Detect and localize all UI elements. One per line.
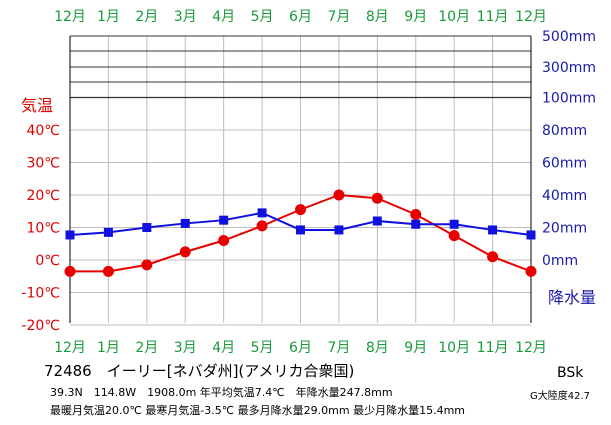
temperature-point	[333, 189, 345, 201]
bottom-month-label: 12月	[515, 340, 547, 356]
top-month-label: 12月	[54, 9, 86, 25]
temperature-point	[141, 259, 153, 271]
precipitation-point	[103, 227, 113, 237]
bottom-month-label: 9月	[404, 340, 427, 356]
station-info-line-1: 39.3N 114.8W 1908.0m 年平均気温7.4℃ 年降水量247.8…	[50, 385, 393, 399]
top-month-label: 10月	[438, 9, 470, 25]
precipitation-tick-label: 80mm	[542, 123, 587, 139]
precipitation-tick-labels: 500mm 300mm 100mm 80mm 60mm 40mm 20mm 0mm	[542, 29, 596, 269]
bottom-month-label: 1月	[97, 340, 120, 356]
precipitation-point	[526, 230, 536, 240]
temperature-point	[64, 265, 76, 277]
precipitation-tick-label: 60mm	[542, 156, 587, 172]
bottom-month-label: 7月	[327, 340, 350, 356]
precipitation-tick-label: 500mm	[542, 29, 596, 45]
grid-lines	[69, 35, 532, 326]
bottom-month-label: 6月	[289, 340, 312, 356]
koppen-class: BSk	[557, 365, 584, 381]
temperature-tick-label: 20℃	[26, 188, 60, 204]
precipitation-point	[411, 219, 421, 229]
bottom-month-label: 5月	[251, 340, 274, 356]
station-info-line-2: 最暖月気温20.0℃ 最寒月気温-3.5℃ 最多月降水量29.0mm 最少月降水…	[50, 403, 465, 417]
precipitation-tick-label: 20mm	[542, 221, 587, 237]
temperature-tick-label: 40℃	[26, 123, 60, 139]
precipitation-tick-label: 40mm	[542, 188, 587, 204]
temperature-point	[371, 192, 383, 204]
temperature-point	[487, 251, 499, 263]
top-month-label: 6月	[289, 9, 312, 25]
precipitation-tick-label: 300mm	[542, 60, 596, 76]
precipitation-point	[180, 218, 190, 228]
temperature-tick-label: 30℃	[26, 156, 60, 172]
temperature-point	[525, 265, 537, 277]
precipitation-point	[372, 216, 382, 226]
temperature-tick-labels: 40℃ 30℃ 20℃ 10℃ 0℃ -10℃ -20℃	[21, 123, 60, 334]
bottom-month-label: 11月	[477, 340, 509, 356]
precipitation-point	[219, 215, 229, 225]
bottom-month-labels: 12月 1月 2月 3月 4月 5月 6月 7月 8月 9月 10月 11月 12月	[54, 340, 547, 356]
temperature-tick-label: 10℃	[26, 221, 60, 237]
bottom-month-label: 3月	[174, 340, 197, 356]
temperature-tick-label: -20℃	[21, 318, 60, 334]
top-month-label: 8月	[366, 9, 389, 25]
temperature-point	[295, 204, 306, 216]
temperature-point	[218, 235, 230, 246]
precipitation-point	[65, 230, 75, 240]
temperature-point	[179, 246, 191, 258]
top-month-label: 5月	[251, 9, 274, 25]
bottom-month-label: 2月	[135, 340, 158, 356]
temperature-tick-label: -10℃	[21, 286, 60, 302]
temperature-point	[102, 265, 114, 277]
precipitation-point	[449, 219, 459, 229]
temperature-point	[448, 230, 460, 242]
top-month-label: 11月	[477, 9, 509, 25]
precipitation-axis-title: 降水量	[548, 288, 596, 307]
temperature-point	[410, 209, 422, 220]
bottom-month-label: 8月	[366, 340, 389, 356]
precipitation-point	[488, 225, 498, 235]
bottom-month-label: 10月	[438, 340, 470, 356]
top-month-labels: 12月 1月 2月 3月 4月 5月 6月 7月 8月 9月 10月 11月 12月	[54, 9, 547, 25]
precipitation-point	[142, 223, 152, 232]
top-month-label: 9月	[404, 9, 427, 25]
temperature-series	[64, 189, 537, 277]
top-month-label: 12月	[515, 9, 547, 25]
temperature-axis-title: 気温	[21, 96, 53, 115]
top-month-label: 7月	[327, 9, 350, 25]
top-month-label: 2月	[135, 9, 158, 25]
precipitation-point	[257, 208, 267, 218]
bottom-month-label: 4月	[212, 340, 235, 356]
precipitation-series	[65, 208, 536, 240]
precipitation-tick-label: 0mm	[542, 253, 578, 269]
precipitation-tick-label: 100mm	[542, 91, 596, 107]
precipitation-point	[334, 225, 344, 235]
top-month-label: 1月	[97, 9, 120, 25]
bottom-month-label: 12月	[54, 340, 86, 356]
continentality-index: G大陸度42.7	[530, 389, 590, 402]
station-title: 72486 イーリー[ネバダ州](アメリカ合衆国)	[44, 362, 354, 380]
temperature-point	[256, 220, 268, 232]
temperature-tick-label: 0℃	[35, 253, 60, 269]
top-month-label: 4月	[212, 9, 235, 25]
precipitation-point	[296, 225, 305, 235]
top-month-label: 3月	[174, 9, 197, 25]
